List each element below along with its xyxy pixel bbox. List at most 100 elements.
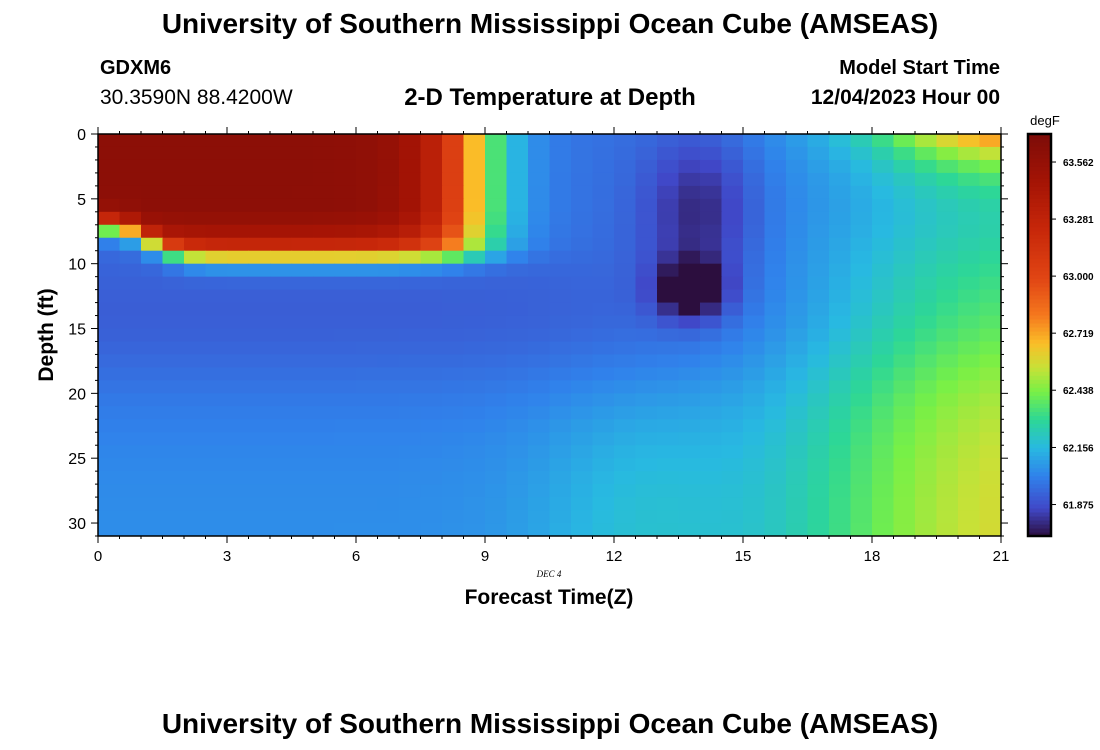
heatmap-cell	[141, 354, 164, 369]
heatmap-cell	[184, 393, 207, 407]
heatmap-cell	[829, 341, 852, 356]
heatmap-cell	[98, 172, 121, 187]
heatmap-cell	[356, 211, 379, 226]
heatmap-cell	[829, 302, 852, 317]
heatmap-cell	[227, 250, 250, 265]
heatmap-cell	[829, 328, 852, 343]
colorbar-swatch	[1028, 399, 1051, 404]
heatmap-cell	[248, 250, 271, 265]
heatmap-cell	[979, 263, 1001, 278]
heatmap-cell	[506, 185, 529, 200]
heatmap-cell	[549, 393, 572, 407]
heatmap-cell	[872, 419, 895, 433]
heatmap-cell	[119, 367, 142, 381]
heatmap-cell	[893, 211, 916, 226]
heatmap-cell	[657, 289, 680, 304]
heatmap-cell	[291, 134, 314, 148]
heatmap-cell	[334, 497, 357, 511]
heatmap-cell	[850, 523, 873, 536]
colorbar-swatch	[1028, 262, 1051, 268]
heatmap-cell	[872, 393, 895, 407]
heatmap-cell	[764, 172, 787, 187]
heatmap-cell	[248, 211, 271, 226]
heatmap-cell	[872, 497, 895, 511]
heatmap-cell	[485, 263, 508, 278]
heatmap-cell	[506, 134, 529, 148]
heatmap-cell	[786, 341, 809, 356]
heatmap-cell	[506, 497, 529, 511]
plot-title: 2-D Temperature at Depth	[404, 84, 696, 111]
heatmap-cell	[635, 302, 658, 317]
heatmap-cell	[141, 523, 164, 536]
colorbar-swatch	[1028, 306, 1051, 312]
heatmap-cell	[98, 146, 121, 161]
heatmap-cell	[506, 432, 529, 446]
heatmap-cell	[807, 341, 830, 356]
heatmap-cell	[184, 354, 207, 369]
heatmap-cell	[764, 159, 787, 174]
heatmap-cell	[205, 211, 228, 226]
heatmap-cell	[721, 523, 744, 536]
heatmap-cell	[915, 419, 938, 433]
heatmap-cell	[162, 523, 185, 536]
heatmap-cell	[141, 224, 164, 239]
heatmap-cell	[485, 354, 508, 369]
heatmap-cell	[420, 432, 443, 446]
heatmap-cell	[485, 445, 508, 459]
heatmap-cell	[678, 172, 701, 187]
heatmap-cell	[528, 341, 551, 356]
heatmap-cell	[872, 445, 895, 459]
heatmap-cell	[442, 237, 465, 252]
heatmap-cell	[399, 276, 422, 291]
heatmap-cell	[657, 328, 680, 343]
heatmap-cell	[506, 523, 529, 536]
heatmap-cell	[485, 419, 508, 433]
heatmap-cell	[334, 289, 357, 304]
heatmap-cell	[657, 250, 680, 265]
heatmap-cell	[119, 276, 142, 291]
heatmap-cell	[162, 289, 185, 304]
heatmap-cell	[915, 263, 938, 278]
heatmap-cell	[592, 198, 615, 213]
heatmap-cell	[893, 134, 916, 148]
heatmap-cell	[227, 523, 250, 536]
heatmap-cell	[399, 302, 422, 317]
heatmap-cell	[786, 367, 809, 381]
heatmap-cell	[614, 354, 637, 369]
heatmap-cell	[915, 250, 938, 265]
heatmap-cell	[291, 406, 314, 420]
heatmap-cell	[227, 406, 250, 420]
heatmap-cell	[678, 367, 701, 381]
colorbar-swatch	[1028, 495, 1051, 501]
heatmap-cell	[657, 134, 680, 148]
heatmap-cell	[657, 185, 680, 200]
heatmap-cell	[356, 172, 379, 187]
heatmap-cell	[442, 419, 465, 433]
colorbar-swatch	[1028, 174, 1051, 179]
heatmap-cell	[958, 432, 981, 446]
heatmap-cell	[334, 380, 357, 394]
heatmap-cell	[678, 354, 701, 369]
heatmap-cell	[141, 419, 164, 433]
colorbar-swatch	[1028, 266, 1051, 272]
heatmap-cell	[958, 146, 981, 161]
heatmap-cell	[528, 432, 551, 446]
heatmap-cell	[786, 354, 809, 369]
x-tick-label: 21	[993, 548, 1010, 565]
colorbar-swatch	[1028, 258, 1051, 264]
heatmap-cell	[786, 263, 809, 278]
heatmap-cell	[893, 172, 916, 187]
heatmap-cell	[807, 250, 830, 265]
heatmap-cell	[420, 484, 443, 498]
heatmap-cell	[700, 315, 723, 330]
heatmap-cell	[313, 172, 336, 187]
heatmap-cell	[893, 198, 916, 213]
heatmap-cell	[807, 497, 830, 511]
heatmap-cell	[420, 393, 443, 407]
heatmap-cell	[463, 198, 486, 213]
heatmap-cell	[721, 159, 744, 174]
heatmap-cell	[291, 328, 314, 343]
heatmap-cell	[549, 484, 572, 498]
colorbar-tick-label: 62.156	[1063, 443, 1094, 454]
heatmap-cell	[334, 237, 357, 252]
